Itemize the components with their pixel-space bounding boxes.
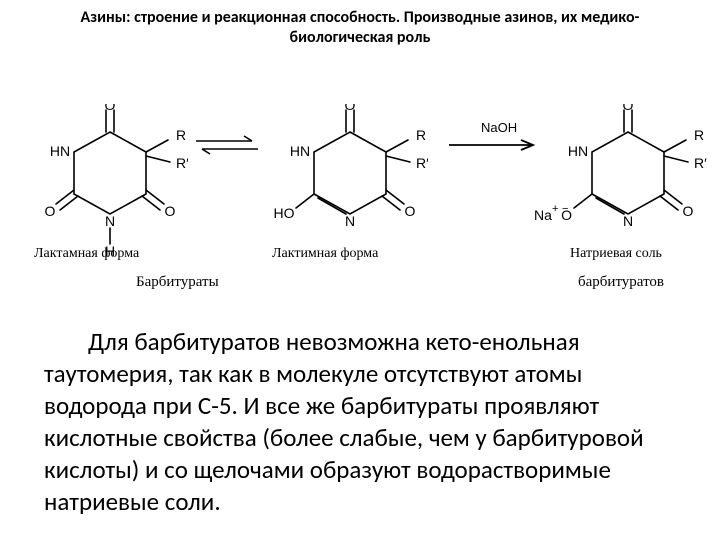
svg-text:O: O (623, 104, 634, 113)
category-label-barbiturate-salts: барбитуратов (578, 274, 664, 291)
svg-text:O: O (345, 104, 356, 113)
svg-text:N: N (345, 213, 355, 229)
svg-text:O: O (45, 203, 56, 219)
svg-text:R′: R′ (416, 155, 428, 171)
category-label-barbiturates: Барбитураты (136, 274, 219, 291)
svg-text:O: O (165, 203, 176, 219)
svg-text:R: R (694, 127, 704, 143)
svg-text:Na: Na (534, 207, 552, 223)
svg-text:HN: HN (290, 143, 310, 159)
structure-lactim: O HN HO N O R R′ (268, 104, 428, 259)
structure-na-salt: O HN O − Na + N O R R′ (528, 104, 713, 259)
svg-text:HN: HN (50, 143, 70, 159)
body-text-content: Для барбитуратов невозможна кето-енольна… (44, 326, 644, 517)
form-label-na-salt: Натриевая соль (570, 246, 662, 262)
forward-arrow (447, 138, 539, 157)
slide-header: Азины: строение и реакционная способност… (0, 0, 720, 52)
reaction-diagram: O HN O N H O R R′ (0, 56, 720, 276)
svg-text:O: O (405, 203, 416, 219)
header-line1: Азины: строение и реакционная способност… (81, 8, 640, 27)
header-line2: биологическая роль (290, 28, 431, 47)
form-label-lactam: Лактамная форма (34, 246, 139, 262)
svg-text:O: O (105, 104, 116, 113)
svg-text:R: R (416, 127, 426, 143)
svg-text:R′: R′ (694, 155, 707, 171)
reagent-label: NaOH (481, 120, 517, 135)
svg-text:R′: R′ (176, 155, 188, 171)
body-paragraph: Для барбитуратов невозможна кето-енольна… (44, 326, 686, 518)
svg-text:O: O (683, 203, 694, 219)
svg-text:HO: HO (274, 205, 295, 221)
structure-lactam: O HN O N H O R R′ (38, 104, 188, 269)
svg-text:N: N (623, 213, 633, 229)
svg-text:R: R (176, 127, 186, 143)
svg-text:HN: HN (568, 143, 588, 159)
svg-text:−: − (562, 203, 568, 215)
svg-text:+: + (552, 203, 558, 215)
svg-text:N: N (105, 213, 115, 229)
form-label-lactim: Лактимная форма (272, 246, 378, 262)
equilibrium-arrow (192, 134, 262, 161)
